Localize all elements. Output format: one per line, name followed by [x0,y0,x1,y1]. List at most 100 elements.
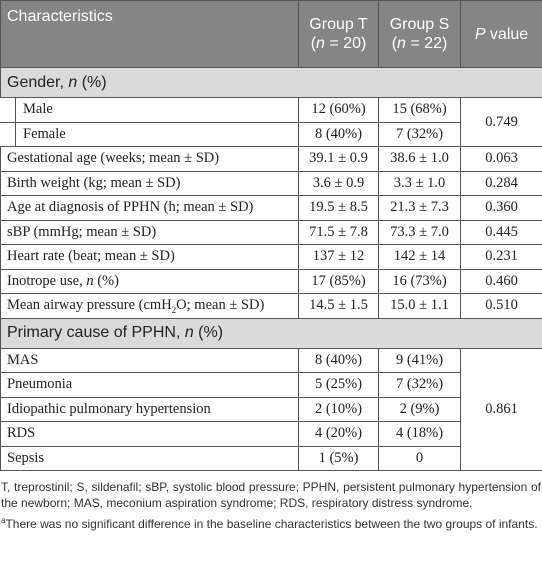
cell-text: 3.3 ± 1.0 [393,174,446,191]
data-cell: 4 (18%) [378,421,461,447]
text-run: Mean airway pressure (cmH [7,296,172,313]
data-row: Birth weight (kg; mean ± SD) 3.6 ± 0.9 3.3… [0,170,542,196]
cell-text: 0.360 [485,199,518,216]
text-run: Gender, [7,73,69,91]
text-run: = 22) [405,35,448,52]
cell-text: 0 [415,449,424,466]
data-cell: 0.861 [460,347,542,471]
data-cell: 19.5 ± 8.5 [298,195,379,221]
cell-text: Sepsis [7,449,45,466]
cell-text: MAS [7,351,39,368]
cell-text: Age at diagnosis of PPHN (h; mean ± SD) [7,199,254,216]
data-cell: 2 (9%) [378,396,461,422]
cell-text: 4 (18%) [395,425,444,442]
data-row: Gestational age (weeks; mean ± SD) 39.1 ±… [0,146,542,172]
cell-text: 0.749 [485,113,518,130]
data-cell: 8 (40%) [298,121,379,147]
text-run: Group S ( [389,16,450,52]
cell-text: 0.510 [485,297,518,314]
header-cell: P value [460,0,542,68]
row-label: Male [0,97,299,123]
cell-text: 17 (85%) [311,272,366,289]
text-run: O; mean ± SD) [176,296,265,313]
data-cell: 17 (85%) [298,268,379,294]
cell-text: sBP (mmHg; mean ± SD) [7,223,157,240]
cell-text: 73.3 ± 7.0 [390,223,449,240]
cell-text: 0.231 [485,248,518,265]
row-label: RDS [0,421,299,447]
cell-text: 7 (32%) [395,376,444,393]
text-run: n [316,35,325,52]
data-cell: 38.6 ± 1.0 [378,146,461,172]
table-body: Gender, n (%) Male 12 (60%) 15 (68%) 0.749 Fe… [0,67,542,471]
data-cell: 0.063 [460,146,542,172]
data-cell: 39.1 ± 0.9 [298,146,379,172]
cell-text: 0.460 [485,272,518,289]
section-title: Gender, n (%) [0,67,542,98]
row-label: MAS [0,347,299,373]
data-cell: 16 (73%) [378,268,461,294]
data-row: Heart rate (beat; mean ± SD) 137 ± 12 142 … [0,244,542,270]
data-cell: 0.460 [460,268,542,294]
cell-text: Birth weight (kg; mean ± SD) [7,174,181,191]
row-label: Age at diagnosis of PPHN (h; mean ± SD) [0,195,299,221]
text-run: Primary cause of PPHN, [7,324,185,341]
table: Characteristics Group T (n = 20) Group S (… [0,0,542,471]
text-run: n [184,324,194,341]
data-cell: 9 (41%) [378,347,461,373]
data-cell: 0 [378,445,461,471]
cell-text: 4 (20%) [314,425,363,442]
text-run: (%) [93,272,119,289]
data-cell: 0.231 [460,244,542,270]
data-cell: 12 (60%) [298,97,379,123]
data-cell: 15.0 ± 1.1 [378,293,461,319]
data-cell: 21.3 ± 7.3 [378,195,461,221]
data-row: Sepsis 1 (5%) 0 [0,445,542,471]
cell-text: 16 (73%) [392,272,447,289]
data-row: Male 12 (60%) 15 (68%) 0.749 [0,97,542,147]
data-row: Mean airway pressure (cmH2O; mean ± SD) 1… [0,293,542,319]
cell-text: RDS [7,425,36,442]
row-label: Female [0,121,299,147]
data-cell: 0.284 [460,170,542,196]
cell-text: 38.6 ± 1.0 [390,150,449,167]
header-cell: Characteristics [0,0,299,68]
cell-text: Idiopathic pulmonary hypertension [7,400,211,417]
footnote: T, treprostinil; S, sildenafil; sBP, sys… [1,479,541,511]
data-cell: 0.360 [460,195,542,221]
cell-text: 15.0 ± 1.1 [390,297,449,314]
data-cell: 0.510 [460,293,542,319]
cell-text: 1 (5%) [318,449,359,466]
data-row: Age at diagnosis of PPHN (h; mean ± SD) 1… [0,195,542,221]
cell-text: 0.445 [485,223,518,240]
row-label: Inotrope use, n (%) [0,268,299,294]
cell-text: Female [23,125,66,142]
cell-text: 9 (41%) [395,351,444,368]
row-label: Heart rate (beat; mean ± SD) [0,244,299,270]
text-run: n [86,272,94,289]
row-label: Mean airway pressure (cmH2O; mean ± SD) [0,293,299,319]
data-row: RDS 4 (20%) 4 (18%) [0,421,542,447]
cell-text: 8 (40%) [314,125,363,142]
cell-text: Gestational age (weeks; mean ± SD) [7,150,220,167]
text-run: There was no significant difference in t… [5,517,538,531]
data-cell: 142 ± 14 [378,244,461,270]
table-header: Characteristics Group T (n = 20) Group S (… [0,0,542,68]
cell-text: 15 (68%) [392,101,447,118]
data-row: Idiopathic pulmonary hypertension 2 (10%)… [0,396,542,422]
cell-text: Characteristics [7,8,113,25]
text-run: 2 [171,304,177,315]
cell-text: 19.5 ± 8.5 [309,199,368,216]
text-run: a [1,516,6,525]
row-label: Idiopathic pulmonary hypertension [0,396,299,422]
data-cell: 3.3 ± 1.0 [378,170,461,196]
text-run: value [485,25,529,43]
cell-text: 14.5 ± 1.5 [309,297,368,314]
footnote: aThere was no significant difference in … [1,513,541,532]
cell-text: Heart rate (beat; mean ± SD) [7,248,175,265]
cell-text: 0.284 [485,174,518,191]
cell-text: 21.3 ± 7.3 [390,199,449,216]
cell-text: 137 ± 12 [312,248,365,265]
data-cell: 8 (40%) [298,347,379,373]
